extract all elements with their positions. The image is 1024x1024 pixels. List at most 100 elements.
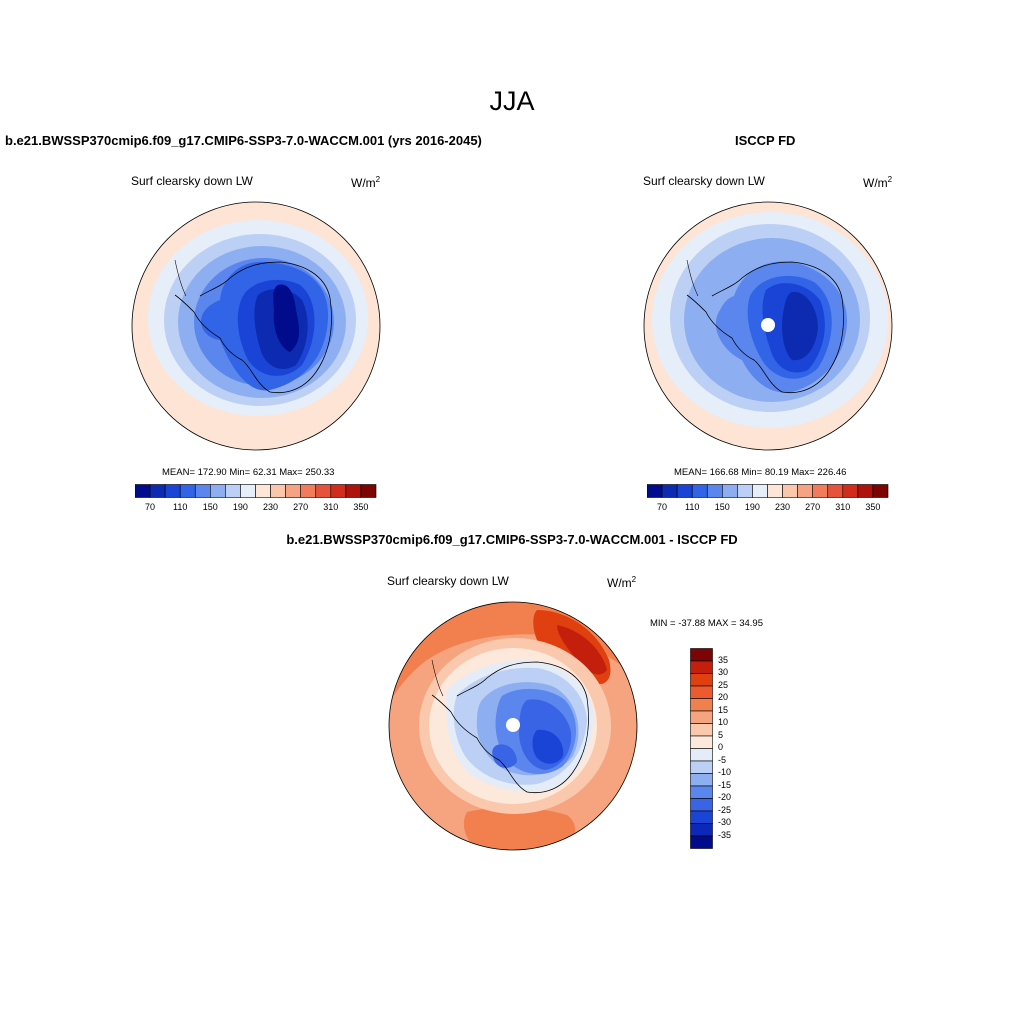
colorbar-swatch bbox=[690, 673, 713, 687]
model-panel-title: b.e21.BWSSP370cmip6.f09_g17.CMIP6-SSP3-7… bbox=[5, 133, 482, 148]
colorbar-swatch bbox=[690, 735, 713, 749]
colorbar-swatch bbox=[722, 484, 738, 498]
colorbar-swatch bbox=[285, 484, 301, 498]
colorbar-swatch bbox=[240, 484, 256, 498]
colorbar-swatch bbox=[690, 835, 713, 849]
colorbar-tick-label: 190 bbox=[232, 502, 248, 512]
diff-variable-label: Surf clearsky down LW bbox=[387, 574, 509, 588]
colorbar-tick-label: 270 bbox=[293, 502, 309, 512]
colorbar-tick-label: 5 bbox=[718, 729, 724, 740]
colorbar-swatch bbox=[691, 484, 708, 498]
diff-stats: MIN = -37.88 MAX = 34.95 bbox=[650, 618, 764, 629]
colorbar-swatch bbox=[857, 484, 874, 498]
colorbar-swatch bbox=[676, 484, 693, 498]
colorbar-swatch bbox=[135, 484, 151, 498]
colorbar-swatch bbox=[690, 823, 713, 837]
model-colorbar-labels: 70 110 150 190 230 270 310 350 bbox=[135, 502, 377, 514]
obs-stats: MEAN= 166.68 Min= 80.19 Max= 226.46 bbox=[674, 467, 847, 478]
colorbar-swatch bbox=[315, 484, 332, 498]
colorbar-tick-label: 20 bbox=[718, 692, 729, 702]
colorbar-swatch bbox=[706, 484, 723, 498]
colorbar-tick-label: 310 bbox=[835, 502, 851, 512]
colorbar-swatch bbox=[647, 484, 663, 498]
colorbar-swatch bbox=[210, 484, 226, 498]
obs-polar-map bbox=[643, 201, 893, 451]
obs-panel-title: ISCCP FD bbox=[735, 133, 796, 148]
model-variable-label: Surf clearsky down LW bbox=[131, 174, 253, 188]
colorbar-tick-label: 150 bbox=[202, 502, 218, 512]
colorbar-swatch bbox=[690, 810, 713, 824]
colorbar-tick-label: 35 bbox=[718, 654, 729, 665]
colorbar-tick-label: 310 bbox=[323, 502, 339, 512]
colorbar-tick-label: -10 bbox=[718, 767, 732, 777]
colorbar-swatch bbox=[690, 685, 713, 699]
colorbar-swatch bbox=[690, 785, 713, 799]
colorbar-swatch bbox=[690, 723, 713, 737]
colorbar-tick-label: -5 bbox=[718, 754, 727, 765]
colorbar-tick-label: 230 bbox=[775, 502, 791, 512]
colorbar-swatch bbox=[179, 484, 196, 498]
colorbar-swatch bbox=[737, 484, 753, 498]
colorbar-tick-label: 110 bbox=[685, 502, 700, 512]
colorbar-tick-label: -35 bbox=[718, 829, 732, 840]
colorbar-tick-label: -25 bbox=[718, 804, 732, 815]
obs-colorbar bbox=[647, 484, 889, 498]
diff-polar-map bbox=[388, 601, 638, 851]
colorbar-swatch bbox=[690, 698, 713, 712]
colorbar-tick-label: 150 bbox=[714, 502, 730, 512]
colorbar-tick-label: 350 bbox=[865, 502, 881, 512]
colorbar-tick-label: -15 bbox=[718, 779, 732, 790]
colorbar-swatch bbox=[690, 710, 713, 724]
colorbar-swatch bbox=[782, 484, 798, 498]
colorbar-tick-label: 350 bbox=[353, 502, 369, 512]
colorbar-swatch bbox=[767, 484, 783, 498]
colorbar-swatch bbox=[812, 484, 829, 498]
diff-colorbar bbox=[690, 648, 713, 849]
colorbar-tick-label: 270 bbox=[805, 502, 821, 512]
colorbar-swatch bbox=[300, 484, 317, 498]
colorbar-swatch bbox=[225, 484, 241, 498]
colorbar-swatch bbox=[149, 484, 166, 498]
colorbar-tick-label: 10 bbox=[718, 717, 729, 727]
obs-units-label: W/m2 bbox=[863, 175, 893, 190]
colorbar-tick-label: 110 bbox=[173, 502, 188, 512]
model-stats: MEAN= 172.90 Min= 62.31 Max= 250.33 bbox=[162, 467, 335, 478]
colorbar-swatch bbox=[270, 484, 286, 498]
diff-panel-title: b.e21.BWSSP370cmip6.f09_g17.CMIP6-SSP3-7… bbox=[286, 532, 738, 547]
diff-colorbar-labels: 35 30 25 20 15 10 5 0 -5 -10 -15 -20 -25 -30 -35 bbox=[718, 648, 758, 850]
colorbar-swatch bbox=[842, 484, 859, 498]
colorbar-swatch bbox=[797, 484, 813, 498]
obs-colorbar-labels: 70 110 150 190 230 270 310 350 bbox=[647, 502, 889, 514]
colorbar-swatch bbox=[360, 484, 377, 498]
colorbar-swatch bbox=[690, 773, 713, 787]
model-colorbar bbox=[135, 484, 377, 498]
colorbar-swatch bbox=[690, 760, 713, 774]
model-polar-map bbox=[131, 201, 381, 451]
colorbar-tick-label: 0 bbox=[718, 742, 724, 752]
colorbar-tick-label: 25 bbox=[718, 679, 729, 690]
colorbar-swatch bbox=[690, 748, 713, 762]
colorbar-swatch bbox=[827, 484, 844, 498]
colorbar-tick-label: -30 bbox=[718, 817, 732, 827]
colorbar-swatch bbox=[690, 660, 713, 674]
model-units-label: W/m2 bbox=[351, 175, 381, 190]
colorbar-swatch bbox=[255, 484, 271, 498]
colorbar-tick-label: -20 bbox=[718, 792, 732, 802]
colorbar-swatch bbox=[345, 484, 362, 498]
colorbar-swatch bbox=[330, 484, 347, 498]
colorbar-tick-label: 30 bbox=[718, 667, 729, 677]
colorbar-swatch bbox=[690, 648, 713, 662]
colorbar-tick-label: 15 bbox=[718, 704, 729, 715]
colorbar-tick-label: 230 bbox=[263, 502, 279, 512]
colorbar-swatch bbox=[164, 484, 181, 498]
colorbar-swatch bbox=[661, 484, 678, 498]
colorbar-swatch bbox=[752, 484, 768, 498]
figure-title: JJA bbox=[489, 86, 535, 116]
colorbar-swatch bbox=[690, 798, 713, 812]
diff-units-label: W/m2 bbox=[607, 575, 637, 590]
colorbar-swatch bbox=[872, 484, 889, 498]
obs-variable-label: Surf clearsky down LW bbox=[643, 174, 765, 188]
colorbar-swatch bbox=[194, 484, 211, 498]
colorbar-tick-label: 70 bbox=[657, 502, 668, 512]
colorbar-tick-label: 70 bbox=[145, 502, 156, 512]
